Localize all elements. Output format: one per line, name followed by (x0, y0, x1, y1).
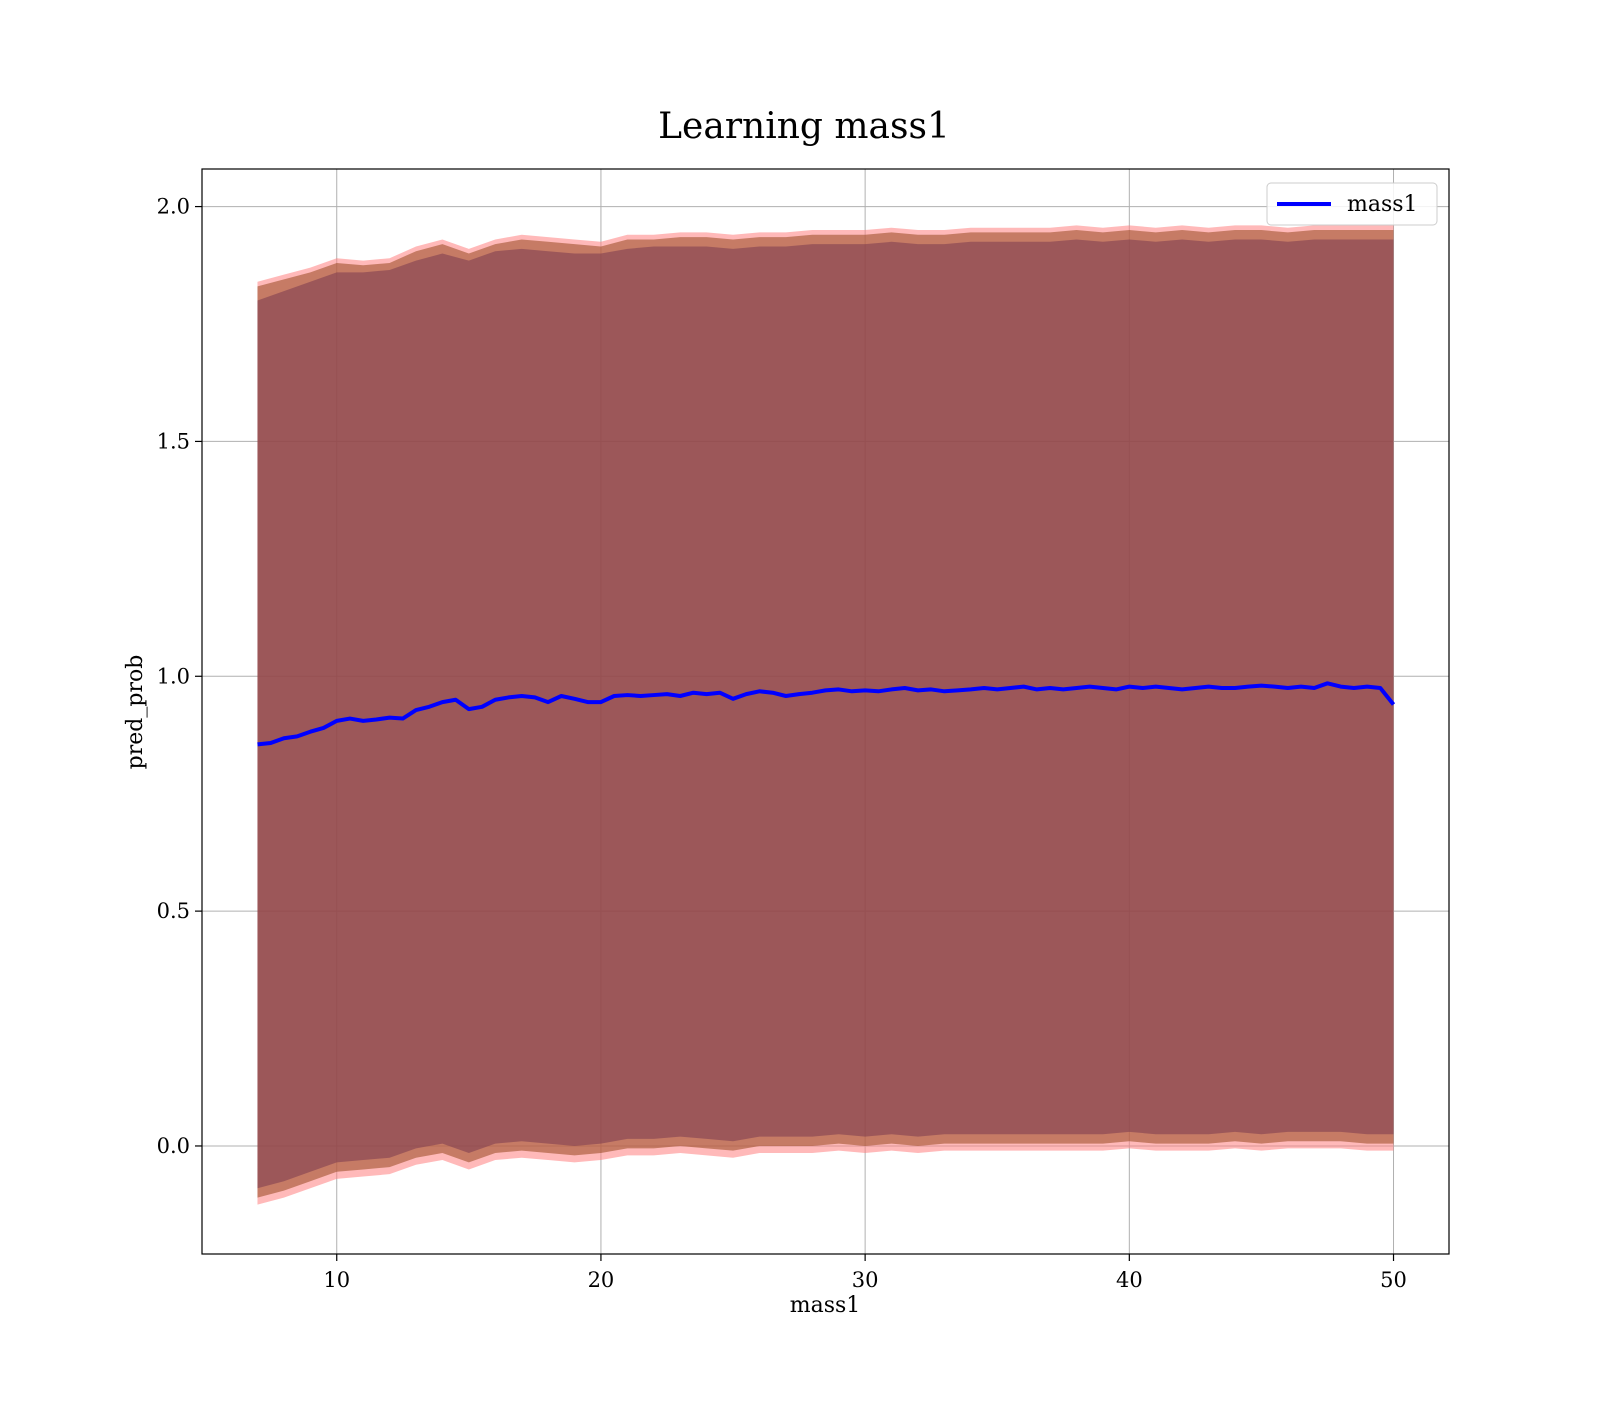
tick-layer: 10 20 30 40 50 0.0 0.5 1.0 1.5 2.0 (157, 195, 1407, 1292)
legend-label: mass1 (1347, 192, 1418, 217)
x-tick-label: 50 (1380, 1268, 1407, 1292)
y-tick-label: 0.5 (157, 899, 190, 923)
y-tick-label: 0.0 (157, 1134, 190, 1158)
plot-frame (201, 168, 1450, 1255)
series-line-mass1 (257, 681, 1396, 747)
x-tick-label: 40 (1116, 1268, 1143, 1292)
confidence-band-2 (257, 239, 1394, 1189)
x-tick-label: 10 (323, 1268, 350, 1292)
y-tick-label: 1.0 (157, 664, 190, 688)
y-axis-title: pred_prob (123, 655, 148, 770)
legend-box (1266, 182, 1438, 226)
y-tick-label: 2.0 (157, 195, 190, 219)
chart-title: Learning mass1 (658, 106, 950, 147)
band-layer (257, 225, 1394, 1205)
legend: mass1 (1266, 182, 1438, 226)
y-tick-label: 1.5 (157, 429, 190, 453)
x-tick-label: 20 (588, 1268, 615, 1292)
line-layer (257, 681, 1396, 747)
x-axis-title: mass1 (790, 1293, 861, 1318)
x-tick-label: 30 (852, 1268, 879, 1292)
